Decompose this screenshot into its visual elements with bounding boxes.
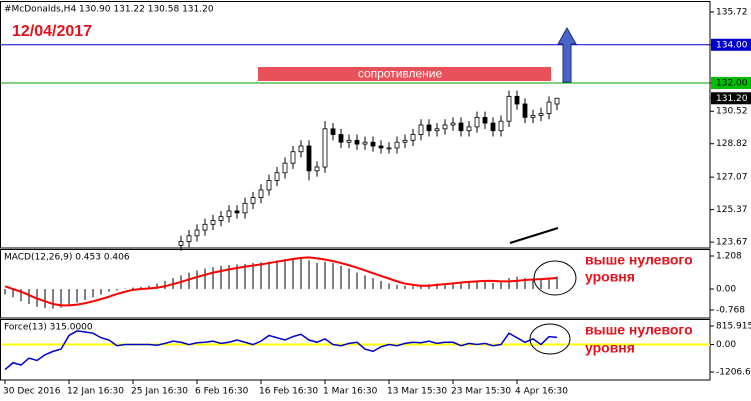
candle-body [442, 124, 448, 130]
candle-body [362, 141, 368, 145]
candle-body [426, 124, 432, 132]
y-tick-label: 132.00 [716, 78, 748, 88]
x-tick-label: 4 Apr 16:30 [515, 387, 568, 397]
plot-layer: 135.72 134.00 132.00 131.20 130.52 128.82 127.… [1, 7, 751, 397]
y-tick-label: 128.82 [716, 139, 748, 149]
highlight-ellipse [529, 323, 571, 355]
candle-body [322, 128, 328, 168]
signal-line [4, 256, 558, 307]
candle-body [290, 151, 296, 164]
y-tick-label: 135.72 [716, 7, 748, 17]
candle-body [218, 216, 224, 221]
candle-body [202, 223, 208, 231]
candle-body [554, 97, 560, 105]
tick-box [711, 92, 751, 105]
candle-body [418, 124, 424, 135]
candle-body [490, 122, 496, 132]
resistance-box [258, 67, 551, 81]
candle-body [522, 103, 528, 118]
macd-panel [0, 249, 711, 319]
candle-body [298, 145, 304, 153]
candle-body [434, 128, 440, 132]
y-tick-label: 125.37 [716, 205, 748, 215]
candle-body [330, 128, 336, 135]
candle-body [186, 235, 192, 242]
x-tick-label: 30 Dec 2016 [3, 387, 61, 397]
y-tick-label: 0.00 [716, 285, 736, 295]
main-panel [0, 1, 711, 249]
candle-body [482, 116, 488, 124]
candle-body [370, 141, 376, 147]
trend-line [509, 227, 559, 244]
macd-title: MACD(12,26,9) 0.453 0.406 [4, 253, 130, 263]
candle-body [498, 120, 504, 132]
y-tick-label: 127.07 [716, 173, 748, 183]
tick-box [711, 76, 751, 89]
candle-body [458, 122, 464, 132]
candle-body [386, 147, 392, 150]
force-title: Force(13) 315.0000 [4, 323, 93, 333]
y-tick-label: 1.208 [716, 252, 742, 262]
annotation: выше нулевого [585, 322, 693, 338]
candle-body [378, 145, 384, 149]
x-tick-label: 12 Jan 16:30 [67, 387, 124, 397]
candle-body [234, 210, 240, 214]
candle-body [514, 95, 520, 105]
candle-body [274, 172, 280, 181]
x-tick-label: 23 Mar 15:30 [451, 387, 511, 397]
x-tick-label: 25 Jan 16:30 [131, 387, 188, 397]
y-tick-label: 815.9151 [716, 322, 751, 332]
y-tick-label: 130.52 [716, 107, 748, 117]
candle-body [338, 134, 344, 143]
moving-average [212, 137, 470, 245]
y-tick-label: 134.00 [716, 40, 748, 50]
candle-body [410, 134, 416, 141]
candle-body [546, 101, 552, 114]
tick-box [711, 38, 751, 51]
candle-body [402, 139, 408, 143]
candle-body [314, 166, 320, 172]
force-panel [0, 319, 711, 381]
candle-body [242, 202, 248, 214]
candle-body [258, 189, 264, 198]
highlight-ellipse [533, 260, 577, 296]
candle-body [346, 139, 352, 143]
annotation: уровня [585, 269, 635, 285]
candle-body [474, 116, 480, 128]
x-tick-label: 1 Mar 16:30 [323, 387, 378, 397]
candle-body [306, 145, 312, 172]
candle-body [226, 210, 232, 218]
candle-body [506, 95, 512, 122]
candle-body [282, 162, 288, 174]
candle-body [466, 126, 472, 132]
main-title: #McDonalds,H4 130.90 131.22 130.58 131.2… [4, 5, 214, 15]
y-tick-label: 0.00 [716, 340, 736, 350]
candle-body [250, 197, 256, 204]
x-tick-label: 13 Mar 15:30 [387, 387, 447, 397]
candle-body [194, 229, 200, 237]
candle-body [354, 139, 360, 145]
y-tick-label: 131.20 [716, 94, 748, 104]
candle-body [450, 122, 456, 126]
annotation: выше нулевого [585, 252, 693, 268]
resistance-label: сопротивление [358, 67, 443, 81]
y-tick-label: -1206.69 [716, 367, 751, 377]
candle-body [394, 141, 400, 149]
candle-body [538, 113, 544, 116]
y-tick-label: 123.67 [716, 238, 748, 248]
candle-body [266, 179, 272, 191]
x-tick-label: 16 Feb 16:30 [259, 387, 318, 397]
candle-body [530, 115, 536, 118]
date-label: 12/04/2017 [12, 23, 92, 40]
up-arrow [557, 26, 577, 83]
force-line [4, 330, 558, 371]
candle-body [178, 241, 184, 246]
x-tick-label: 6 Feb 16:30 [195, 387, 249, 397]
y-tick-label: -0.768 [716, 305, 745, 315]
candle-body [210, 220, 216, 225]
annotation: уровня [585, 340, 635, 356]
